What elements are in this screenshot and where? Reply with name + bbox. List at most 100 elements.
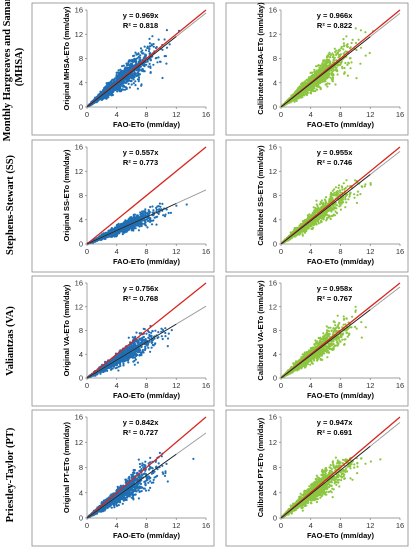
data-point	[311, 84, 314, 87]
x-tick-label: 16	[202, 110, 210, 119]
row-label-line: Monthly Hargreaves and Samani	[2, 0, 13, 141]
data-point	[343, 66, 346, 70]
data-point	[351, 38, 354, 41]
data-point	[324, 78, 327, 81]
data-point	[111, 78, 114, 81]
data-point	[117, 69, 120, 72]
data-point	[332, 73, 335, 76]
x-axis-title: FAO-ETo (mm/day)	[113, 120, 180, 129]
data-point	[364, 31, 367, 34]
data-point	[134, 72, 137, 75]
data-point	[146, 46, 149, 50]
data-point	[132, 229, 135, 232]
y-tick-label: 16	[269, 6, 277, 15]
data-point	[312, 206, 315, 209]
data-point	[106, 96, 109, 99]
data-point	[144, 49, 148, 52]
row-label-group: Valiantzas (VA)	[5, 306, 16, 376]
data-point	[151, 205, 154, 208]
data-point	[141, 210, 144, 213]
data-point	[157, 38, 160, 41]
data-point	[310, 77, 313, 80]
data-point	[119, 68, 122, 71]
data-point	[133, 59, 136, 63]
data-point	[317, 80, 320, 83]
data-point	[353, 196, 356, 199]
data-point	[153, 216, 156, 219]
data-point	[345, 35, 348, 38]
data-point	[131, 227, 134, 230]
data-point	[126, 227, 130, 230]
data-point	[115, 71, 118, 74]
data-point	[337, 64, 340, 67]
row-label-line: (MHSA)	[14, 47, 25, 86]
data-point	[165, 29, 168, 32]
x-axis-title: FAO-ETo (mm/day)	[113, 257, 180, 266]
data-point	[296, 89, 299, 92]
data-point	[343, 44, 346, 47]
x-tick-label: 8	[144, 247, 148, 256]
data-point	[319, 81, 322, 84]
data-point	[156, 215, 159, 218]
data-point	[334, 50, 337, 54]
data-point	[119, 224, 122, 227]
data-point	[355, 77, 358, 80]
y-axis-title: Calibrated MHSA-ETo (mm/day)	[256, 2, 265, 115]
data-point	[348, 57, 351, 60]
data-point	[326, 85, 329, 88]
data-point	[313, 71, 316, 74]
regression-equation: y = 0.557x	[123, 148, 159, 157]
data-point	[309, 91, 312, 94]
data-point	[130, 74, 133, 77]
data-point	[140, 50, 143, 53]
data-point	[152, 63, 155, 66]
x-tick-label: 12	[172, 110, 180, 119]
data-point	[133, 213, 136, 216]
data-point	[109, 81, 112, 84]
data-point	[336, 51, 339, 55]
data-point	[311, 75, 314, 78]
data-point	[334, 83, 337, 86]
data-point	[327, 75, 330, 78]
data-point	[144, 224, 148, 227]
data-point	[158, 202, 161, 205]
data-point	[139, 56, 142, 60]
data-point	[149, 205, 152, 209]
data-point	[138, 225, 141, 228]
data-point	[122, 88, 125, 91]
row-label: Valiantzas (VA)	[5, 306, 16, 376]
data-point	[306, 81, 309, 85]
data-point	[125, 87, 128, 91]
data-point	[113, 88, 116, 91]
data-point	[152, 209, 155, 212]
data-point	[124, 81, 128, 84]
data-point	[306, 79, 309, 82]
x-tick-label: 16	[202, 247, 210, 256]
data-point	[341, 188, 344, 191]
y-tick-label: 4	[79, 215, 83, 224]
data-point	[154, 46, 158, 50]
data-point	[138, 76, 141, 79]
data-point	[148, 48, 151, 51]
data-point	[116, 77, 119, 80]
data-point	[119, 71, 122, 75]
data-point	[163, 38, 166, 41]
data-point	[149, 71, 152, 74]
data-point	[316, 88, 319, 91]
row-label: Stephens-Stewart (SS)	[5, 154, 16, 255]
data-point	[347, 61, 350, 64]
y-tick-label: 4	[79, 78, 83, 87]
data-point	[332, 54, 335, 57]
data-point	[337, 186, 340, 189]
data-point	[325, 64, 328, 67]
data-point	[324, 83, 327, 86]
data-point	[313, 68, 316, 71]
data-point	[303, 94, 306, 97]
data-point	[306, 88, 309, 91]
data-point	[118, 230, 121, 233]
data-point	[139, 54, 142, 57]
y-tick-label: 8	[79, 191, 83, 200]
data-point	[359, 193, 362, 196]
data-point	[344, 61, 347, 65]
x-tick-label: 4	[115, 110, 119, 119]
